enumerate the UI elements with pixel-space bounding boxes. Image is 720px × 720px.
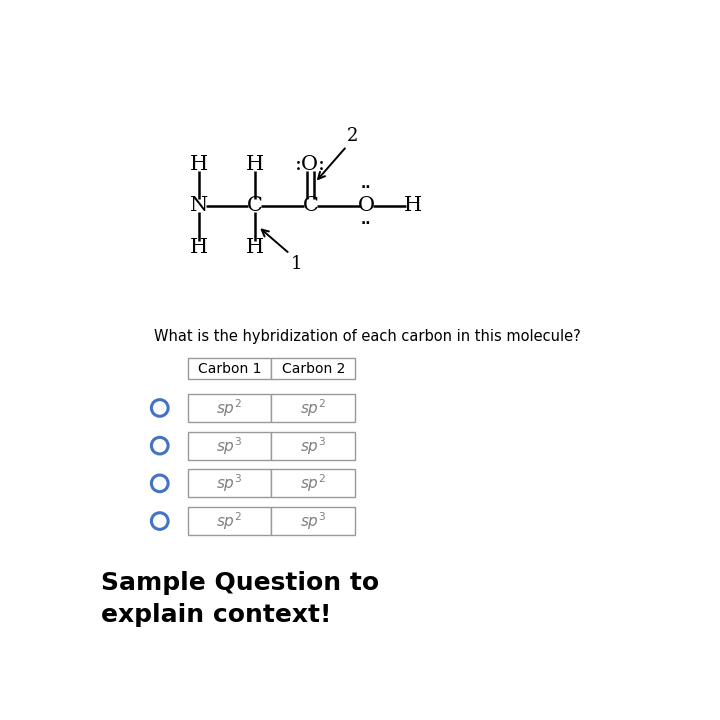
Bar xyxy=(188,507,271,535)
Text: O: O xyxy=(358,196,374,215)
Text: Sample Question to
explain context!: Sample Question to explain context! xyxy=(101,572,379,627)
Bar xyxy=(188,469,271,498)
Text: Carbon 1: Carbon 1 xyxy=(198,361,261,376)
Text: $\mathit{sp}^{2}$: $\mathit{sp}^{2}$ xyxy=(217,510,243,532)
Text: $\mathit{sp}^{2}$: $\mathit{sp}^{2}$ xyxy=(217,397,243,419)
Bar xyxy=(271,432,355,459)
Text: H: H xyxy=(246,238,264,256)
Text: N: N xyxy=(189,196,208,215)
Text: $\mathit{sp}^{3}$: $\mathit{sp}^{3}$ xyxy=(300,435,326,456)
Text: $\mathit{sp}^{3}$: $\mathit{sp}^{3}$ xyxy=(217,472,243,494)
Text: ··: ·· xyxy=(361,181,372,195)
Text: $\mathit{sp}^{3}$: $\mathit{sp}^{3}$ xyxy=(300,510,326,532)
Bar xyxy=(188,432,271,459)
Text: $\mathit{sp}^{2}$: $\mathit{sp}^{2}$ xyxy=(300,397,326,419)
Text: ··: ·· xyxy=(361,217,372,231)
Text: :O:: :O: xyxy=(295,155,326,174)
Bar xyxy=(188,358,271,379)
Bar xyxy=(271,358,355,379)
Bar xyxy=(271,394,355,422)
Text: C: C xyxy=(302,196,318,215)
Text: H: H xyxy=(403,196,422,215)
Text: $\mathit{sp}^{2}$: $\mathit{sp}^{2}$ xyxy=(300,472,326,494)
Text: H: H xyxy=(190,155,208,174)
Text: $\mathit{sp}^{3}$: $\mathit{sp}^{3}$ xyxy=(217,435,243,456)
Text: H: H xyxy=(246,155,264,174)
Bar xyxy=(271,469,355,498)
Bar xyxy=(271,507,355,535)
Text: 2: 2 xyxy=(346,127,358,145)
Text: C: C xyxy=(247,196,263,215)
Text: 1: 1 xyxy=(291,255,302,273)
Text: Carbon 2: Carbon 2 xyxy=(282,361,345,376)
Bar xyxy=(188,394,271,422)
Text: H: H xyxy=(190,238,208,256)
Text: What is the hybridization of each carbon in this molecule?: What is the hybridization of each carbon… xyxy=(154,330,581,344)
